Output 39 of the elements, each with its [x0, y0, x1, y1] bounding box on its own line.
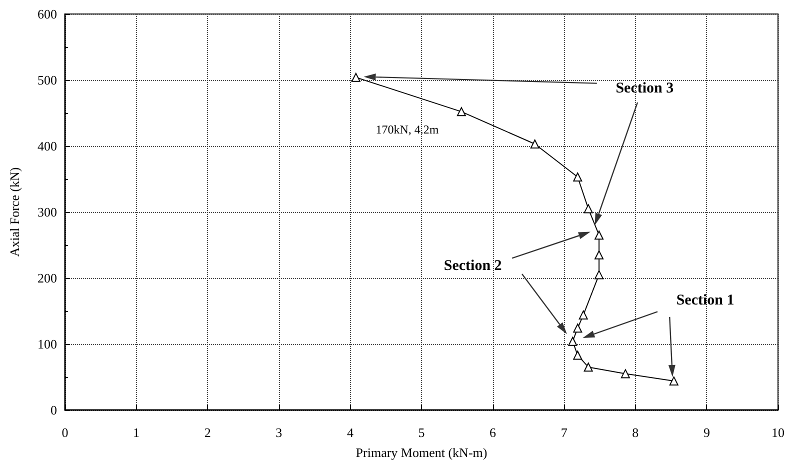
point	[594, 270, 604, 280]
x-tick-label: 3	[276, 425, 282, 440]
point	[669, 376, 678, 386]
point	[573, 172, 582, 182]
y-tick-label: 500	[38, 72, 57, 88]
point	[594, 250, 604, 260]
x-tick-label: 0	[62, 425, 68, 440]
point	[568, 336, 578, 346]
point	[573, 350, 582, 360]
point	[573, 324, 582, 333]
annotation: Section 1	[676, 292, 734, 309]
annotation: Section 3	[616, 80, 674, 97]
x-tick-label: 10	[772, 425, 784, 440]
x-tick-label: 8	[632, 425, 639, 440]
x-tick-label: 4	[346, 425, 354, 440]
annotation: Section 2	[444, 258, 502, 274]
x-axis-title: Primary Moment (kN-m)	[356, 445, 488, 460]
y-tick-label: 600	[38, 6, 57, 22]
point	[351, 72, 360, 82]
point	[584, 204, 593, 214]
y-tick-label: 100	[38, 336, 57, 352]
y-tick-label: 300	[38, 204, 57, 220]
y-tick-label: 200	[38, 270, 57, 286]
point	[530, 140, 540, 149]
point	[594, 230, 604, 240]
x-tick-label: 9	[703, 425, 710, 440]
x-tick-label: 7	[560, 425, 568, 440]
annotation: 170kN, 4.2m	[376, 122, 440, 137]
point	[456, 107, 466, 116]
x-tick-label: 1	[133, 425, 140, 440]
x-tick-label: 6	[490, 425, 497, 440]
point	[584, 362, 593, 372]
point	[620, 369, 630, 378]
y-axis-title: Axial Force (kN)	[7, 167, 22, 257]
x-tick-label: 5	[418, 425, 425, 440]
point	[578, 310, 588, 320]
y-tick-label: 0	[50, 402, 57, 418]
x-tick-label: 2	[204, 425, 211, 440]
y-tick-label: 400	[38, 138, 57, 154]
